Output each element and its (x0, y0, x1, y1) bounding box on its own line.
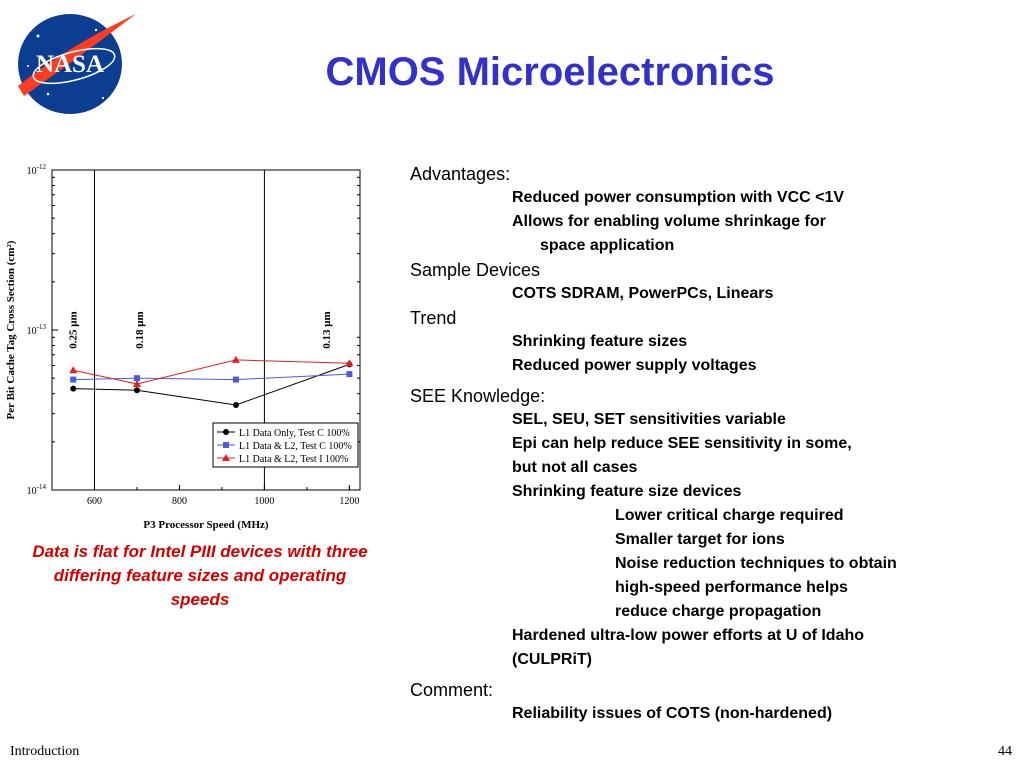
data-point (133, 375, 140, 382)
legend-entry: L1 Data Only, Test C 100% (239, 428, 350, 439)
advantages-heading: Advantages: (410, 164, 511, 184)
legend-box (212, 422, 359, 468)
data-point (69, 366, 78, 374)
series-line (73, 363, 350, 406)
comment-heading: Comment: (410, 680, 494, 700)
feature-size-label: 0.18 μm (134, 311, 146, 348)
y-axis-label: Per Bit Cache Tag Cross Section (cm²) (5, 240, 17, 419)
see-subitem: Noise reduction techniques to obtain (615, 555, 897, 572)
y-tick-label: 10-14 (27, 483, 47, 497)
samples-heading: Sample Devices (410, 260, 541, 280)
see-item: SEL, SEU, SET sensitivities variable (512, 411, 786, 428)
see-item: (CULPRiT) (512, 651, 592, 668)
see-item: Hardened ultra-low power efforts at U of… (512, 627, 865, 644)
content-body: Advantages: Reduced power consumption wi… (410, 162, 1010, 726)
x-tick-label: 800 (172, 496, 187, 507)
slide-title: CMOS Microelectronics (325, 50, 775, 94)
data-point (232, 376, 239, 383)
data-point (223, 429, 229, 435)
see-item: Shrinking feature size devices (512, 483, 742, 500)
nasa-logo: NASA (8, 6, 138, 118)
legend-entry: L1 Data & L2, Test C 100% (239, 441, 352, 452)
data-point (345, 359, 354, 367)
series-line (73, 359, 350, 385)
data-point (346, 371, 353, 378)
x-tick-label: 1200 (339, 496, 359, 507)
see-subitem: Smaller target for ions (615, 531, 785, 548)
logo-swoosh (18, 14, 136, 96)
comment-item: Reliability issues of COTS (non-hardened… (512, 705, 833, 722)
legend-entry: L1 Data & L2, Test I 100% (239, 454, 348, 465)
x-axis-label: P3 Processor Speed (MHz) (143, 519, 268, 531)
see-subitem: reduce charge propagation (615, 603, 822, 620)
data-point (132, 379, 141, 387)
chart-svg: 0.25 μm 0.18 μm 0.13 μm 600 800 1000 1200 10-… (5, 163, 361, 531)
see-heading: SEE Knowledge: (410, 386, 546, 406)
see-item: but not all cases (512, 459, 638, 476)
trend-item: Shrinking feature sizes (512, 333, 688, 350)
data-point (223, 442, 229, 448)
data-point (222, 454, 230, 461)
series-line (73, 373, 350, 381)
x-tick-label: 1000 (254, 496, 274, 507)
trend-item: Reduced power supply voltages (512, 357, 757, 374)
data-point (133, 387, 140, 394)
see-subitem: high-speed performance helps (615, 579, 848, 596)
feature-size-label: 0.25 μm (67, 311, 79, 348)
footer-section-label: Introduction (10, 744, 80, 759)
sample-item: COTS SDRAM, PowerPCs, Linears (512, 285, 774, 302)
y-tick-label: 10-13 (27, 323, 47, 337)
logo-wordmark: NASA (36, 51, 104, 78)
advantage-item: Reduced power consumption with VCC <1V (512, 189, 845, 206)
see-item: Epi can help reduce SEE sensitivity in s… (512, 435, 852, 452)
see-subitem: Lower critical charge required (615, 507, 844, 524)
y-tick-label: 10-12 (27, 163, 47, 177)
advantage-item: space application (540, 237, 675, 254)
cross-section-chart: 0.25 μm 0.18 μm 0.13 μm 600 800 1000 1200 10-… (0, 158, 390, 538)
chart-caption: Data is flat for Intel PIII devices with… (32, 542, 368, 609)
advantage-item: Allows for enabling volume shrinkage for (512, 213, 826, 230)
feature-size-label: 0.13 μm (321, 311, 333, 348)
data-point (232, 401, 239, 408)
x-tick-label: 600 (87, 496, 102, 507)
trend-heading: Trend (410, 308, 457, 328)
data-point (70, 385, 77, 392)
page-number: 44 (998, 744, 1012, 759)
data-point (231, 355, 240, 363)
data-point (70, 376, 77, 383)
chart-legend: L1 Data Only, Test C 100% L1 Data & L2, T… (212, 422, 359, 468)
